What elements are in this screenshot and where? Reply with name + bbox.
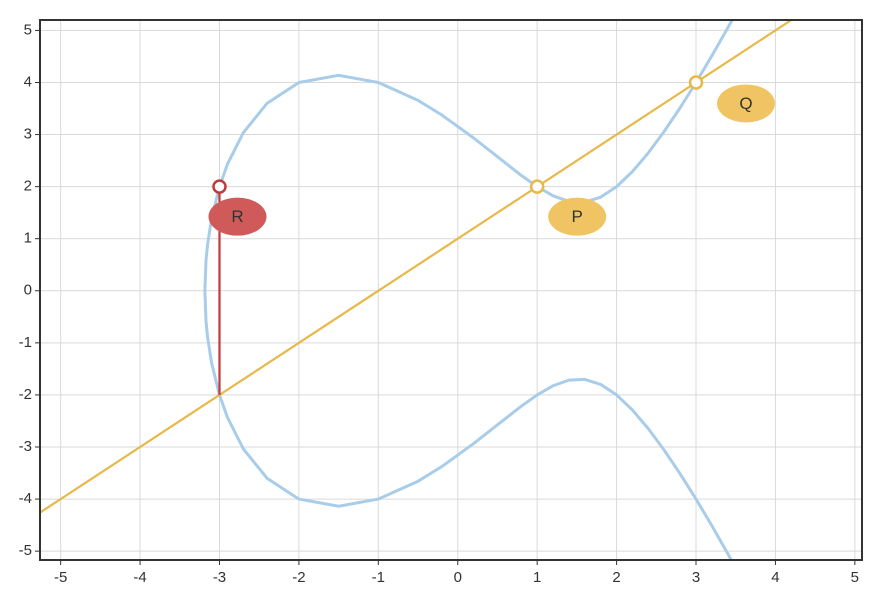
x-tick-label: -5	[54, 569, 67, 586]
x-tick-label: -1	[372, 569, 385, 586]
x-tick-label: -4	[133, 569, 146, 586]
x-tick-label: 4	[771, 569, 779, 586]
y-tick-label: -1	[19, 334, 32, 351]
x-tick-label: 2	[612, 569, 620, 586]
y-tick-label: 5	[24, 21, 32, 38]
labels: -5 -4 -3 -2 -1 0 1 2 3 4 5 -5 -4 -3 -2 -1 0 1 2 3 4 5 P Q R	[19, 21, 859, 586]
y-tick-label: 2	[24, 178, 32, 195]
y-tick-label: -3	[19, 438, 32, 455]
x-tick-label: 3	[692, 569, 700, 586]
point-label: P	[571, 207, 582, 226]
point	[688, 75, 704, 90]
point	[212, 179, 227, 194]
curve	[40, 20, 792, 514]
y-tick-label: 1	[24, 230, 32, 247]
label-bubble	[717, 84, 776, 123]
label-bubble	[548, 197, 607, 236]
label-bubble	[208, 197, 267, 236]
x-tick-label: 0	[454, 569, 462, 586]
y-tick-label: -2	[19, 386, 32, 403]
y-tick-label: 0	[24, 282, 32, 299]
point-label: R	[231, 207, 243, 226]
y-tick-label: -5	[19, 542, 32, 559]
y-tick-label: 3	[24, 126, 32, 143]
y-tick-label: 4	[24, 73, 32, 90]
x-tick-label: 1	[533, 569, 541, 586]
y-tick-label: -4	[19, 490, 32, 507]
x-tick-label: 5	[851, 569, 859, 586]
x-tick-label: -2	[292, 569, 305, 586]
x-tick-label: -3	[213, 569, 226, 586]
plot-frame	[39, 19, 863, 561]
point	[529, 179, 545, 194]
point-label: Q	[739, 94, 752, 113]
